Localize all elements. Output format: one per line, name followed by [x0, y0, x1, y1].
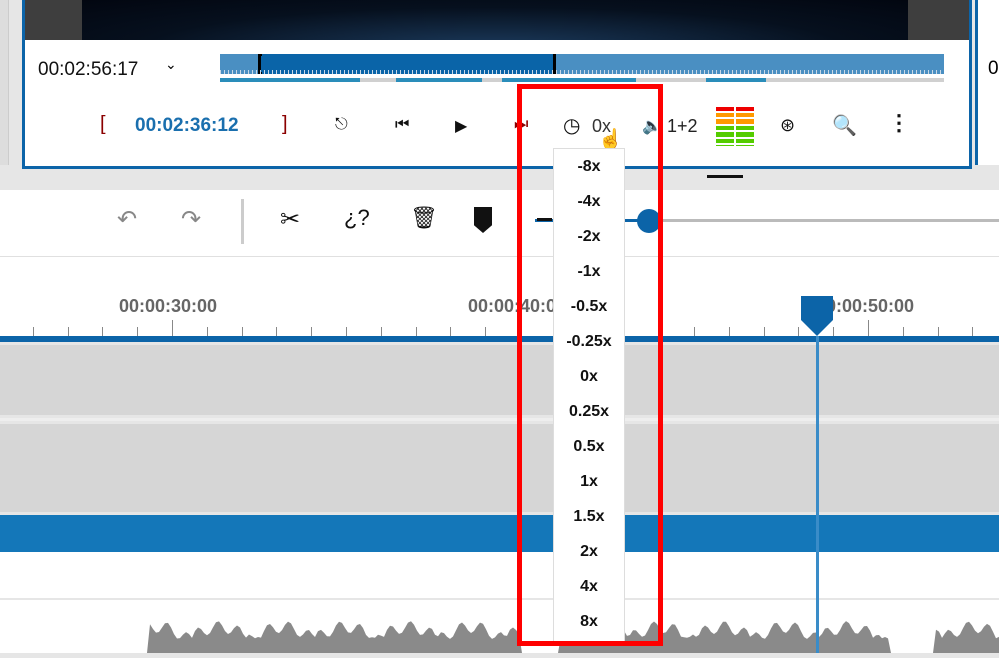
- highlight-box: [517, 84, 663, 646]
- audio-channels-button[interactable]: 1+2: [667, 116, 698, 136]
- scrub-playhead[interactable]: [553, 54, 556, 74]
- waveform-shape: [0, 621, 999, 653]
- waveform-icon[interactable]: ⊛: [780, 115, 796, 135]
- ruler-tick: [937, 327, 939, 336]
- toolbar-divider: [241, 199, 244, 244]
- zoom-slider-handle[interactable]: [637, 209, 661, 233]
- speed-option[interactable]: 4x: [580, 578, 598, 595]
- ruler-tick: [728, 327, 730, 336]
- ruler-tick: [137, 327, 139, 336]
- speed-option[interactable]: -8x: [577, 158, 601, 175]
- ruler-tick: [694, 327, 695, 336]
- cache-bar: [220, 78, 944, 82]
- ruler-tick: [450, 327, 452, 336]
- ruler-tick: [380, 327, 382, 336]
- ruler-tick: [902, 327, 904, 336]
- ruler-tick: [206, 327, 208, 336]
- speed-option[interactable]: -4x: [577, 193, 601, 210]
- undo-icon[interactable]: ↶: [117, 206, 138, 233]
- ruler-tick: [276, 327, 278, 336]
- play-icon[interactable]: ▶: [455, 118, 468, 135]
- skip-previous-icon[interactable]: ⏮: [395, 116, 410, 133]
- ruler-tick: [763, 327, 765, 336]
- trash-icon[interactable]: 🗑: [410, 205, 438, 230]
- ruler-label: 00:00:30:00: [119, 296, 218, 316]
- ruler-tick: [102, 327, 104, 336]
- speed-option[interactable]: -2x: [577, 228, 601, 245]
- ruler-tick: [798, 327, 800, 336]
- video-track-2[interactable]: [0, 424, 999, 512]
- hand-cursor-icon: ☝: [598, 129, 623, 151]
- ruler-tick: [415, 327, 417, 336]
- speed-option[interactable]: 1.5x: [573, 508, 605, 525]
- set-in-button[interactable]: [: [100, 113, 106, 135]
- unlink-icon[interactable]: ¿?: [344, 205, 370, 230]
- more-options-icon[interactable]: ⋮: [888, 110, 910, 135]
- speed-dropdown: -8x -4x -2x -1x -0.5x -0.25x 0x 0.25x 0.5x 1x 1.5x…: [553, 148, 625, 642]
- scrub-selection: [260, 54, 555, 74]
- audio-meter-icon[interactable]: [716, 107, 754, 147]
- speed-gauge-icon[interactable]: ◷: [563, 115, 581, 137]
- track-divider: [0, 418, 999, 421]
- ruler-tick: [485, 327, 487, 336]
- ruler-tick: [32, 327, 34, 336]
- timecode-dropdown-chevron-icon[interactable]: ⌄: [165, 56, 177, 72]
- speed-option[interactable]: 1x: [580, 473, 598, 490]
- set-out-button[interactable]: ]: [282, 113, 288, 135]
- playhead-line: [816, 336, 819, 653]
- current-timecode: 00:02:56:17: [38, 59, 139, 80]
- ruler-baseline: [0, 336, 999, 342]
- speed-option[interactable]: 0.5x: [573, 438, 605, 455]
- marker-icon[interactable]: [474, 207, 492, 233]
- speed-option[interactable]: 0.25x: [568, 403, 610, 420]
- ruler-tick: [241, 327, 243, 336]
- zoom-out-icon[interactable]: [537, 218, 552, 221]
- ruler-tick: [311, 327, 313, 336]
- scissors-icon[interactable]: ✂: [280, 206, 301, 233]
- speed-option[interactable]: 0x: [580, 368, 598, 385]
- ruler-label: 00:00:50:00: [816, 296, 915, 316]
- selected-clip[interactable]: [0, 515, 999, 552]
- ruler-tick: [868, 320, 869, 336]
- goto-in-icon[interactable]: ⎋: [335, 116, 348, 133]
- right-panel: 0: [975, 0, 999, 165]
- timeline-toolbar: [0, 190, 999, 257]
- speed-button[interactable]: 0x: [592, 116, 612, 136]
- zoom-in-icon[interactable]: 🔍: [832, 115, 857, 137]
- left-panel-edge: [0, 0, 9, 165]
- ruler-tick: [67, 327, 69, 336]
- ruler-tick: [972, 327, 974, 336]
- speed-option[interactable]: -0.5x: [570, 298, 608, 315]
- ruler-tick: [346, 327, 347, 336]
- speed-option[interactable]: 2x: [580, 543, 598, 560]
- speed-option[interactable]: -1x: [577, 263, 601, 280]
- audio-waveform: [0, 600, 999, 653]
- redo-icon[interactable]: ↷: [181, 206, 202, 233]
- scrub-ticks: [220, 70, 944, 74]
- speed-option[interactable]: -0.25x: [566, 333, 612, 350]
- ruler-tick: [172, 320, 173, 336]
- position-timecode[interactable]: 00:02:36:12: [135, 115, 239, 136]
- video-track[interactable]: [0, 345, 999, 415]
- right-panel-timecode: 0: [988, 58, 999, 79]
- video-preview[interactable]: [82, 0, 908, 40]
- audio-track[interactable]: [0, 552, 999, 598]
- panel-resize-handle[interactable]: [707, 175, 743, 178]
- volume-icon[interactable]: 🔈: [642, 118, 662, 135]
- ruler-ticks: [0, 320, 999, 336]
- speed-option[interactable]: 8x: [580, 613, 598, 630]
- ruler-tick: [833, 327, 835, 336]
